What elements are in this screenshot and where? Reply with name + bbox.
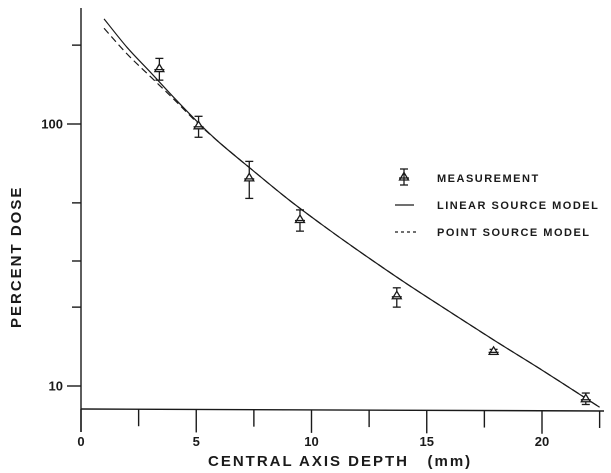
measurement-point (580, 392, 592, 406)
legend: MEASUREMENT LINEAR SOURCE MODEL POINT SO… (395, 168, 599, 239)
legend-item-linear-source: LINEAR SOURCE MODEL (395, 200, 599, 212)
axes (80, 8, 605, 432)
legend-label-point-source: POINT SOURCE MODEL (437, 227, 591, 239)
x-tick-label: 10 (304, 434, 318, 449)
measurement-point (192, 115, 205, 138)
x-tick-label: 15 (420, 434, 434, 449)
x-axis-title: CENTRAL AXIS DEPTH (mm) (208, 453, 472, 470)
series-layer (103, 18, 600, 408)
measurement-point (391, 287, 403, 308)
x-tick-label: 20 (535, 434, 549, 449)
triangle-errorbar-icon (398, 168, 410, 186)
x-tick-label: 5 (193, 434, 200, 449)
triangle-marker-icon (153, 62, 166, 73)
x-ticks: 0 5 10 15 20 (77, 409, 601, 449)
y-axis-title: PERCENT DOSE (8, 186, 25, 328)
legend-item-measurement: MEASUREMENT (398, 168, 540, 186)
measurement-point (294, 209, 306, 232)
triangle-marker-icon (487, 345, 500, 356)
triangle-marker-icon (243, 172, 255, 182)
y-ticks: 10 100 (41, 44, 81, 394)
point-source-model-curve (103, 27, 600, 408)
x-axis-line (80, 408, 605, 412)
y-tick-label: 100 (41, 117, 63, 132)
measurement-point (487, 345, 500, 356)
y-tick-label: 10 (49, 379, 63, 394)
legend-item-point-source: POINT SOURCE MODEL (395, 227, 591, 239)
x-tick-label: 0 (77, 434, 84, 449)
triangle-marker-icon (580, 392, 592, 403)
legend-label-measurement: MEASUREMENT (437, 173, 540, 185)
measurement-point (243, 160, 255, 200)
legend-label-linear-source: LINEAR SOURCE MODEL (437, 200, 599, 212)
triangle-marker-icon (192, 120, 205, 130)
linear-source-model-curve (103, 18, 600, 408)
triangle-marker-icon (391, 290, 403, 300)
triangle-marker-icon (294, 213, 306, 224)
measurement-point (153, 57, 166, 81)
